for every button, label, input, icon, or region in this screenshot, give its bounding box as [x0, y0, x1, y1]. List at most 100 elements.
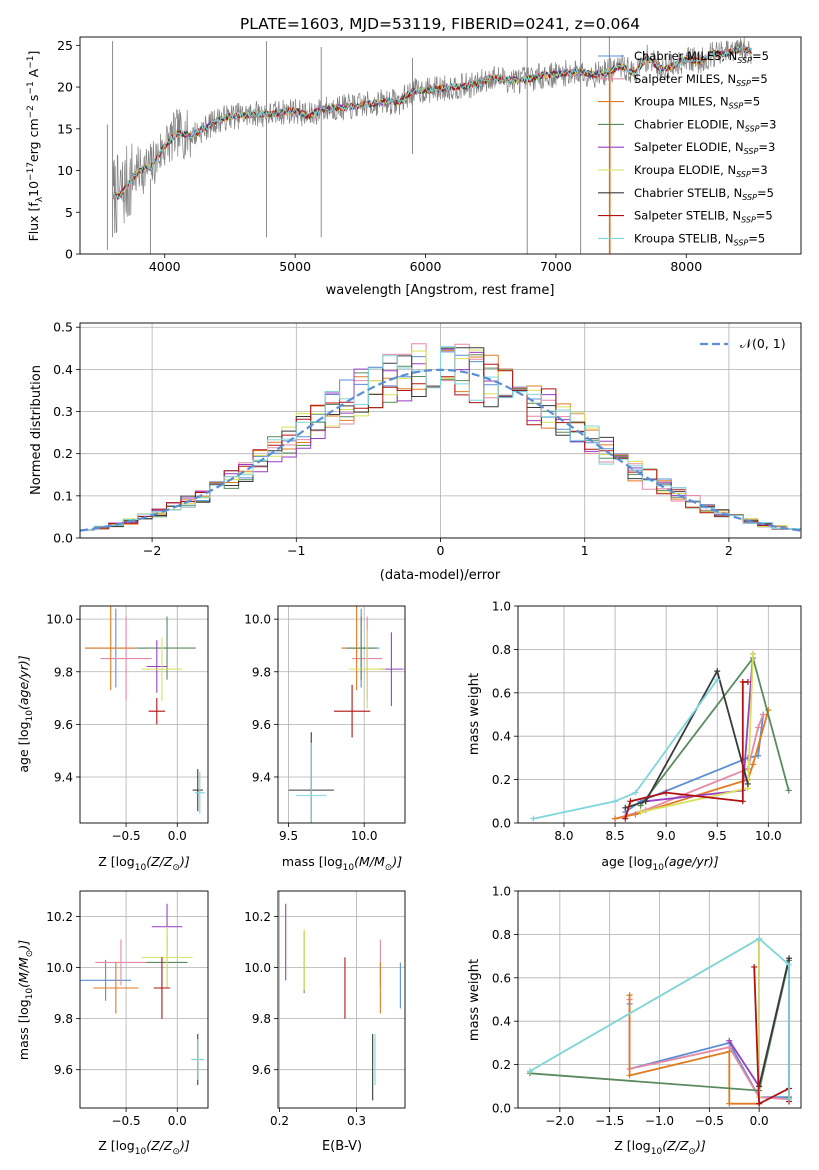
- x-tick-label: 4000: [149, 259, 181, 274]
- legend-label: Salpeter STELIB, N: [634, 209, 741, 223]
- errorbar-salpeter-miles: [100, 616, 152, 701]
- weight-marker: [755, 724, 762, 731]
- gaussian-curve: [80, 368, 801, 532]
- label-part: Z [log: [614, 1138, 650, 1153]
- legend-label: Salpeter ELODIE, N: [634, 140, 744, 154]
- weight-marker: [622, 804, 629, 811]
- weight-marker: [786, 955, 793, 962]
- label-part: λ: [35, 196, 45, 202]
- y-tick-label: 0.4: [53, 362, 73, 377]
- errorbar-kroupa-elodie: [141, 637, 183, 701]
- weight-line-salpeter-elodie: [728, 938, 760, 1090]
- legend-label: =5: [752, 49, 769, 63]
- weight-marker: [612, 815, 619, 822]
- legend-entry: 𝒩(0, 1): [740, 336, 786, 351]
- weight-line-chabrier-stelib: [625, 668, 749, 809]
- legend-label: =3: [758, 140, 775, 154]
- weight-marker: [739, 678, 746, 685]
- x-tick-label: 0.0: [168, 829, 187, 843]
- errorbar-salpeter-elodie: [146, 640, 168, 693]
- y-tick-label: 9.6: [252, 1063, 271, 1077]
- label-part: (M/M: [16, 957, 31, 988]
- x-tick-label: 7000: [540, 259, 572, 274]
- errorbar-salpeter-miles: [95, 939, 147, 986]
- legend-sub: SSP: [741, 216, 756, 225]
- x-tick-label: 8000: [670, 259, 702, 274]
- y-tick-label: 1.0: [492, 885, 511, 899]
- label-part: −1: [26, 55, 36, 68]
- weight-marker: [751, 963, 758, 970]
- label-part: )]: [179, 1138, 190, 1153]
- x-axis-label: mass [log10(M/M⊙)]: [282, 854, 402, 873]
- weight-line-kroupa-miles: [628, 995, 760, 1105]
- weight-marker: [749, 761, 756, 768]
- spectrum-panel: 4000 5000 6000 7000 8000 0 5 10 15 20 25 wavelength…: [26, 36, 802, 298]
- y-axis-label: mass [log10(M/M⊙)]: [16, 940, 35, 1060]
- legend-sub: SSP: [745, 124, 760, 133]
- legend-entry: Salpeter MILES, NSSP=5: [634, 72, 768, 88]
- y-tick-label: 9.4: [252, 770, 271, 784]
- label-sub: 10: [25, 710, 35, 722]
- weight-marker: [626, 992, 633, 999]
- errorbar-chabrier-elodie: [138, 616, 196, 680]
- legend-entry: Chabrier MILES, NSSP=5: [634, 49, 769, 65]
- legend-sub: SSP: [737, 56, 752, 65]
- y-tick-label: 0.8: [492, 643, 511, 657]
- x-tick-label: 8.0: [554, 829, 573, 843]
- plot-area: [80, 323, 801, 538]
- x-tick-label: −0.5: [112, 829, 141, 843]
- x-tick-label: 10.0: [755, 829, 782, 843]
- weight-marker: [714, 676, 721, 683]
- errorbar-salpeter-stelib: [333, 684, 371, 738]
- y-tick-label: 9.6: [54, 718, 73, 732]
- y-tick-label: 0: [65, 247, 73, 262]
- errorbar-kroupa-elodie: [349, 629, 386, 709]
- legend-entry: Kroupa MILES, NSSP=5: [634, 95, 760, 111]
- y-axis-label: Flux [fλ10−17erg cm−2 s−1 A−1]: [26, 51, 45, 242]
- y-tick-label: 9.8: [252, 1012, 271, 1026]
- plot-area: [278, 891, 405, 1108]
- plot-area: [518, 606, 801, 823]
- legend-sub: SSP: [742, 193, 757, 202]
- weight-marker: [749, 650, 756, 657]
- weight-marker: [744, 780, 751, 787]
- y-tick-label: 10.0: [46, 613, 73, 627]
- x-tick-label: −1.0: [645, 1114, 674, 1128]
- x-tick-label: 0.0: [168, 1114, 187, 1128]
- label-part: −1: [26, 81, 36, 94]
- x-tick-label: −0.5: [112, 1114, 141, 1128]
- weight-marker: [637, 809, 644, 816]
- x-tick-label: 2: [725, 543, 733, 558]
- x-tick-label: 0.3: [347, 1114, 366, 1128]
- axes-frame: [277, 605, 406, 824]
- axes-frame: [79, 890, 209, 1109]
- weight-marker: [530, 815, 537, 822]
- y-tick-label: 10.2: [46, 910, 73, 924]
- y-tick-label: 0.4: [492, 730, 511, 744]
- label-part: Z [log: [98, 1138, 134, 1153]
- x-tick-label: 6000: [410, 259, 442, 274]
- label-part: (Z/Z: [662, 1138, 689, 1153]
- y-tick-label: 10: [57, 163, 73, 178]
- legend-entry: Salpeter STELIB, NSSP=5: [634, 209, 773, 225]
- label-part: (age/yr)]: [664, 854, 719, 869]
- label-part: Z [log: [98, 854, 134, 869]
- weight-line-kroupa-stelib: [529, 937, 790, 1100]
- y-tick-label: 0.2: [492, 1058, 511, 1072]
- weight-line-kroupa-elodie: [529, 937, 760, 1098]
- y-tick-label: 1.0: [492, 600, 511, 614]
- label-part: −2: [26, 105, 36, 118]
- errorbar-kroupa-miles: [93, 962, 139, 1014]
- label-sub: ⊙: [25, 950, 35, 958]
- y-tick-label: 9.4: [54, 770, 73, 784]
- weight-marker: [627, 798, 634, 805]
- weight-marker: [786, 1096, 793, 1103]
- legend-sub: SSP: [736, 170, 751, 179]
- label-part: mass [log: [16, 999, 31, 1060]
- label-part: )]: [391, 854, 402, 869]
- errorbar-kroupa-elodie: [141, 926, 193, 989]
- legend-label: =5: [756, 209, 773, 223]
- legend-label: =5: [748, 231, 765, 245]
- errorbar-kroupa-miles: [85, 606, 137, 691]
- x-axis-label: Z [log10(Z/Z⊙)]: [98, 1138, 190, 1157]
